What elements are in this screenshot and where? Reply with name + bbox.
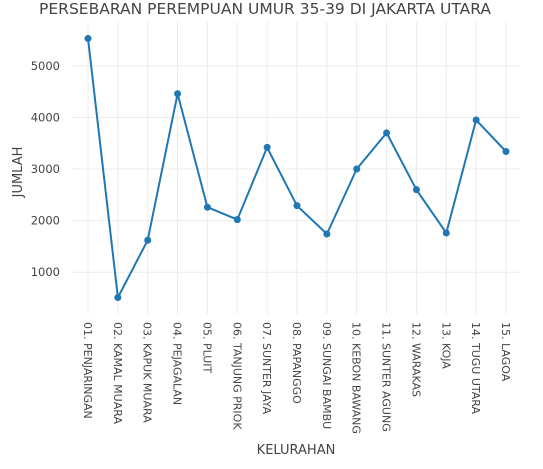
data-point	[442, 229, 450, 237]
y-tick-label: 1000	[31, 265, 60, 279]
y-tick-label: 3000	[31, 162, 60, 176]
y-axis-ticks: 1000 2000 3000 4000 5000	[31, 59, 60, 279]
data-point	[323, 230, 331, 238]
data-point	[412, 186, 420, 194]
x-tick-label: 13. KOJA	[439, 322, 452, 369]
data-points	[84, 35, 510, 301]
x-tick-label: 08. PAPANGGO	[290, 322, 303, 404]
x-tick-label: 09. SUNGAI BAMBU	[320, 322, 333, 429]
x-tick-label: 10. KEBON BAWANG	[350, 322, 363, 434]
data-point	[84, 35, 92, 43]
y-tick-label: 2000	[31, 214, 60, 228]
data-point	[203, 203, 211, 211]
data-point	[353, 165, 361, 173]
x-axis-ticks: 01. PENJARINGAN 02. KAMAL MUARA 03. KAPUK …	[81, 322, 512, 434]
chart-title: PERSEBARAN PEREMPUAN UMUR 35-39 DI JAKAR…	[39, 0, 491, 18]
data-point	[174, 90, 182, 98]
data-point	[383, 129, 391, 137]
x-tick-label: 11. SUNTER AGUNG	[380, 322, 393, 432]
data-point	[263, 143, 271, 151]
x-tick-label: 15. LAGOA	[499, 322, 512, 382]
x-tick-label: 05. PLUIT	[200, 322, 213, 373]
y-axis-label: JUMLAH	[11, 147, 26, 199]
y-tick-label: 4000	[31, 110, 60, 124]
gridlines	[72, 22, 520, 314]
x-tick-label: 12. WARAKAS	[409, 322, 422, 397]
x-tick-label: 07. SUNTER JAYA	[260, 322, 273, 415]
data-point	[502, 147, 510, 155]
data-point	[293, 202, 301, 210]
data-point	[114, 293, 122, 301]
data-point	[144, 236, 152, 244]
data-point	[233, 216, 241, 224]
y-tick-label: 5000	[31, 59, 60, 73]
x-axis-label: KELURAHAN	[257, 443, 336, 458]
x-tick-label: 14. TUGU UTARA	[469, 322, 482, 414]
x-tick-label: 04. PEJAGALAN	[171, 322, 184, 405]
x-tick-label: 03. KAPUK MUARA	[141, 322, 154, 423]
x-tick-label: 06. TANJUNG PRIOK	[230, 322, 243, 430]
data-point	[472, 116, 480, 124]
x-tick-label: 02. KAMAL MUARA	[111, 322, 124, 424]
x-tick-label: 01. PENJARINGAN	[81, 322, 94, 419]
